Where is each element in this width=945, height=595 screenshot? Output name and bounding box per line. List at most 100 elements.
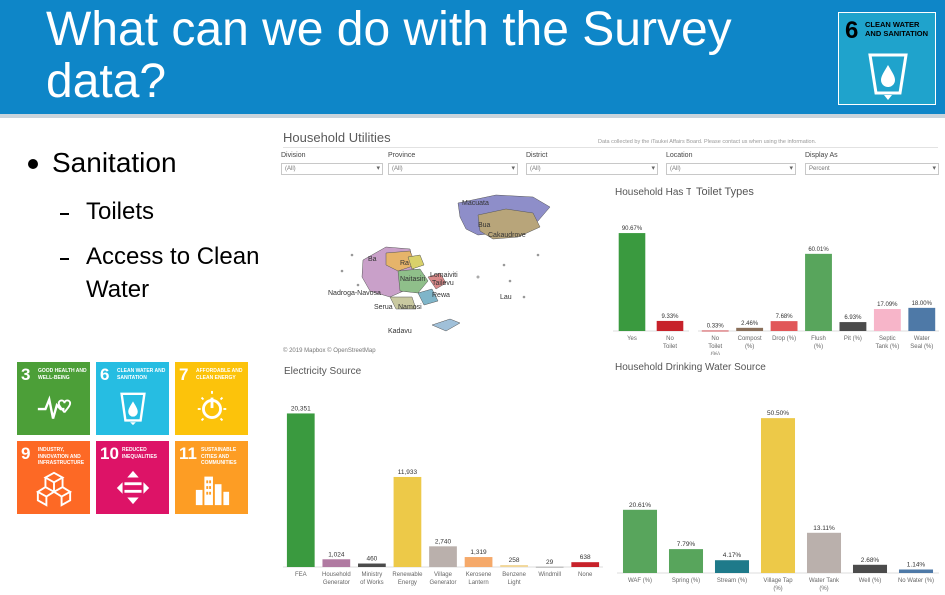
bar[interactable]	[898, 569, 934, 573]
bar[interactable]	[464, 557, 493, 567]
equality-icon	[116, 470, 150, 505]
data-label: 0.33%	[707, 324, 725, 330]
category-label: FEA	[295, 572, 307, 578]
data-label: 13.11%	[813, 525, 835, 532]
data-label: 9.33%	[661, 314, 679, 320]
slide-title: What can we do with the Survey data?	[46, 3, 732, 108]
bar[interactable]	[393, 476, 422, 567]
category-label: No Water (%)	[898, 578, 934, 584]
category-label: Stream (%)	[717, 578, 747, 584]
bar[interactable]	[760, 418, 796, 573]
category-label: Pit (%)	[844, 336, 862, 342]
category-label: Ministry of Works	[360, 572, 384, 586]
category-label: Renewable Energy	[392, 572, 423, 586]
household-utilities-dashboard: Household Utilities Data collected by th…	[278, 125, 945, 595]
bar[interactable]	[873, 309, 901, 331]
bar[interactable]	[805, 253, 832, 331]
map-label: Ra	[400, 260, 409, 267]
sdg-label: AFFORDABLE AND CLEAN ENERGY	[196, 368, 243, 381]
bar[interactable]	[668, 549, 704, 573]
map-label: Ba	[368, 256, 377, 263]
toilet-types-chart[interactable]: Toilet Types 0.33% No Toilet (%) 2.46% Compost…	[696, 183, 941, 355]
data-label: 20,351	[291, 405, 311, 412]
sdg-tile-9: 9 INDUSTRY, INNOVATION AND INFRASTRUCTURE	[17, 441, 90, 514]
chart-title: Household Has Toilet	[615, 187, 691, 198]
sdg-tile-6: 6 CLEAN WATER AND SANITATION	[96, 362, 169, 435]
sdg-label: CLEAN WATER AND SANITATION	[117, 368, 166, 381]
sdg-number: 11	[179, 444, 197, 463]
bar[interactable]	[656, 320, 684, 331]
data-label: 90.67%	[622, 226, 643, 232]
filter-dropdown-3[interactable]: (All)	[666, 163, 796, 175]
filter-dropdown-4[interactable]: Percent	[805, 163, 939, 175]
bar[interactable]	[622, 509, 658, 573]
dashboard-note: Data collected by the iTaukei Affairs Bo…	[598, 139, 817, 145]
buildings-icon	[195, 476, 230, 506]
data-label: 2,740	[435, 538, 452, 545]
bar[interactable]	[535, 566, 564, 568]
category-label: Drop (%)	[772, 336, 796, 342]
sdg-tile-7: 7 AFFORDABLE AND CLEAN ENERGY	[175, 362, 248, 435]
electricity-source-chart[interactable]: Electricity Source 20,351 FEA 1,024 Househol…	[280, 361, 606, 593]
sdg-label: CLEAN WATER AND SANITATION	[865, 20, 929, 38]
bar[interactable]	[806, 532, 842, 573]
bar[interactable]	[429, 546, 457, 567]
bar[interactable]	[618, 233, 646, 331]
sdg-label: INDUSTRY, INNOVATION AND INFRASTRUCTURE	[38, 447, 85, 466]
bullet-dash	[60, 213, 69, 215]
bullet-dash	[60, 258, 69, 260]
bar[interactable]	[571, 562, 600, 567]
sdg-number: 7	[179, 365, 189, 384]
category-label: Household Generator	[322, 572, 351, 586]
bar[interactable]	[286, 413, 315, 567]
sdg-label: REDUCED INEQUALITIES	[122, 447, 158, 460]
filter-dropdown-1[interactable]: (All)	[388, 163, 518, 175]
dashboard-title: Household Utilities	[283, 130, 391, 145]
filter-dropdown-0[interactable]: (All)	[281, 163, 383, 175]
data-label: 7.68%	[776, 314, 794, 320]
map-label: Lomaiviti	[430, 272, 458, 279]
category-label: Village Tap (%)	[763, 578, 793, 592]
bar[interactable]	[500, 565, 528, 567]
data-label: 7.79%	[677, 541, 696, 548]
data-label: 6.93%	[844, 315, 862, 321]
map-label: Nadroga-Navosa	[328, 290, 381, 297]
category-label: Village Generator	[429, 572, 456, 586]
filter-label-4: Display As	[805, 152, 838, 159]
bullet-sanitation: Sanitation	[52, 147, 177, 178]
data-label: 20.61%	[629, 502, 651, 509]
filter-dropdown-2[interactable]: (All)	[526, 163, 658, 175]
household-has-toilet-chart[interactable]: Household Has Toilet 90.67% Yes 9.33% NoToil…	[611, 183, 691, 355]
category-label: Yes	[627, 336, 637, 342]
bar[interactable]	[736, 327, 764, 331]
map-label: Namosi	[398, 304, 422, 311]
bar[interactable]	[714, 560, 750, 573]
bar[interactable]	[322, 559, 351, 567]
map-labels: Macuata Bua Cakaudrove Ba Ra Naitasiri Lomaivi…	[328, 200, 526, 335]
sdg-tile-10: 10 REDUCED INEQUALITIES	[96, 441, 169, 514]
chart-title: Toilet Types	[696, 186, 754, 198]
data-label: 638	[580, 554, 591, 561]
bar[interactable]	[908, 307, 936, 331]
bar[interactable]	[839, 322, 867, 331]
data-label: 50.50%	[767, 410, 789, 417]
sdg6-badge: 6 CLEAN WATER AND SANITATION	[838, 12, 936, 105]
filter-label-1: Province	[388, 152, 416, 159]
bar[interactable]	[852, 564, 888, 573]
power-sun-icon	[197, 390, 227, 422]
bar[interactable]	[770, 321, 798, 331]
fiji-map[interactable]: Macuata Bua Cakaudrove Ba Ra Naitasiri Lomaivi…	[328, 185, 558, 345]
category-label: Kerosene Lantern	[466, 572, 492, 586]
bar[interactable]	[701, 330, 729, 332]
filter-label-3: Location	[666, 152, 693, 159]
category-label: No Toilet	[663, 336, 677, 350]
category-label: Windmill	[538, 572, 561, 578]
drinking-water-source-chart[interactable]: Household Drinking Water Source 20.61% WAF…	[613, 359, 943, 593]
filter-label-0: Division	[281, 152, 306, 159]
bar[interactable]	[358, 563, 386, 567]
data-label: 460	[366, 556, 377, 563]
map-label: Serua	[374, 304, 393, 311]
sdg-tile-11: 11 SUSTAINABLE CITIES AND COMMUNITIES	[175, 441, 248, 514]
map-label: Lau	[500, 294, 512, 301]
data-label: 1.14%	[907, 562, 926, 569]
